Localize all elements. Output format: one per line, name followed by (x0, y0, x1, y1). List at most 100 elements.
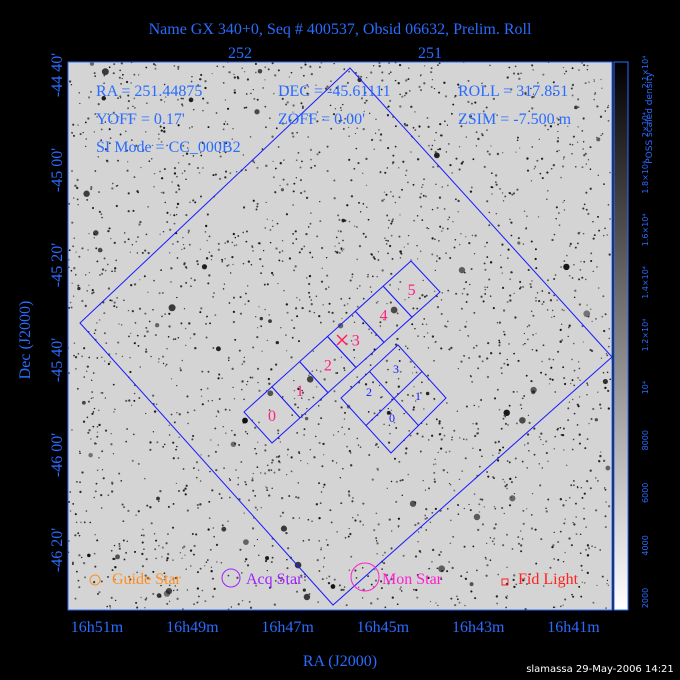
star (338, 584, 341, 587)
star (517, 72, 520, 75)
star (78, 534, 81, 537)
star (372, 586, 375, 588)
star (125, 130, 127, 133)
star (348, 569, 351, 571)
star (280, 525, 287, 532)
star (201, 264, 208, 270)
star (391, 530, 393, 532)
star (536, 159, 539, 162)
star (506, 595, 509, 597)
star (404, 92, 408, 95)
star (493, 397, 497, 400)
star (181, 248, 183, 251)
star (144, 607, 146, 609)
star (576, 403, 579, 406)
star (356, 226, 358, 228)
star (592, 237, 595, 240)
star (340, 109, 342, 112)
star (184, 554, 186, 556)
star (468, 356, 471, 359)
star (431, 144, 434, 147)
star (349, 532, 352, 536)
star (423, 408, 425, 410)
star (145, 326, 148, 329)
star (340, 356, 343, 359)
star (463, 271, 466, 274)
star (387, 441, 391, 444)
star (394, 343, 398, 346)
star (582, 207, 585, 210)
star (238, 349, 241, 352)
star (592, 601, 595, 604)
star (308, 374, 310, 376)
star (421, 219, 424, 221)
star (271, 459, 274, 462)
star (252, 89, 254, 91)
star (457, 513, 460, 515)
star (431, 237, 434, 240)
star (74, 534, 77, 537)
star (249, 606, 253, 609)
star (245, 93, 248, 95)
star (228, 71, 231, 74)
star (431, 335, 435, 338)
star (119, 69, 122, 72)
star (427, 227, 430, 230)
star (337, 323, 344, 329)
star (96, 431, 99, 433)
star (519, 286, 522, 289)
star (372, 65, 375, 67)
star (430, 71, 433, 74)
star (526, 467, 529, 469)
star (416, 258, 419, 260)
star (601, 132, 604, 135)
star (427, 347, 430, 349)
star (552, 544, 555, 547)
star (207, 282, 210, 285)
star (356, 437, 359, 440)
star (382, 554, 384, 557)
star (506, 597, 508, 599)
star (181, 557, 183, 559)
star (113, 305, 116, 308)
star (267, 469, 271, 472)
star (377, 259, 380, 261)
star (108, 128, 111, 131)
star (177, 161, 180, 164)
star (93, 332, 96, 335)
star (254, 506, 257, 509)
y-axis-label: Dec (J2000) (17, 301, 34, 380)
star (222, 65, 225, 68)
star (205, 336, 208, 339)
star (578, 442, 581, 445)
acis-i-array (340, 344, 447, 454)
star (279, 441, 282, 443)
star (576, 141, 579, 143)
star (129, 356, 131, 359)
star (252, 346, 255, 349)
star (272, 274, 274, 276)
star (171, 526, 175, 529)
star (309, 222, 312, 225)
star (323, 454, 325, 456)
star (430, 148, 433, 151)
star (319, 220, 322, 223)
star (587, 315, 590, 318)
star (97, 85, 99, 88)
star (434, 139, 436, 142)
star (228, 496, 231, 499)
star (425, 423, 428, 426)
star (506, 460, 509, 462)
star (474, 434, 477, 438)
star (196, 260, 199, 263)
star (301, 391, 305, 394)
star (364, 383, 368, 386)
star (398, 235, 401, 238)
star (133, 283, 137, 286)
star (217, 411, 220, 414)
star (294, 403, 297, 406)
star (585, 278, 587, 281)
star (315, 503, 319, 506)
star (94, 170, 97, 172)
